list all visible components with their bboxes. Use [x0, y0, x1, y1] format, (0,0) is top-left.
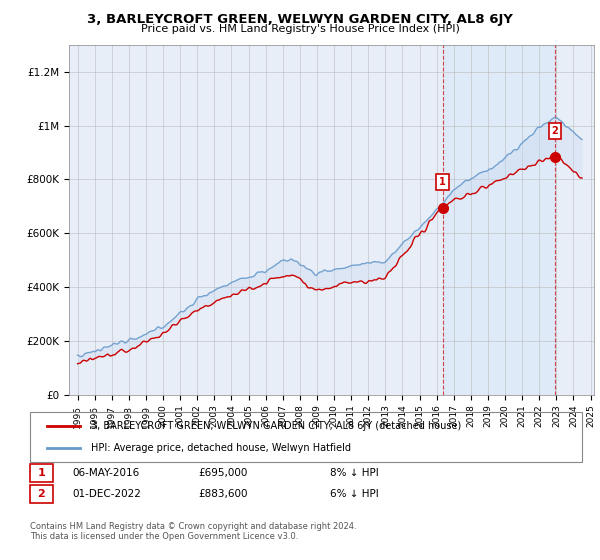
- Text: 1: 1: [439, 177, 446, 187]
- Text: £695,000: £695,000: [198, 468, 247, 478]
- Text: Contains HM Land Registry data © Crown copyright and database right 2024.
This d: Contains HM Land Registry data © Crown c…: [30, 522, 356, 542]
- Bar: [443, 45, 555, 395]
- Text: £883,600: £883,600: [198, 489, 248, 499]
- Text: HPI: Average price, detached house, Welwyn Hatfield: HPI: Average price, detached house, Welw…: [91, 443, 351, 453]
- Text: 1: 1: [38, 468, 45, 478]
- Text: 06-MAY-2016: 06-MAY-2016: [72, 468, 139, 478]
- Text: 2: 2: [551, 127, 559, 136]
- Text: 2: 2: [38, 489, 45, 499]
- Text: 8% ↓ HPI: 8% ↓ HPI: [330, 468, 379, 478]
- Text: 6% ↓ HPI: 6% ↓ HPI: [330, 489, 379, 499]
- Text: 3, BARLEYCROFT GREEN, WELWYN GARDEN CITY, AL8 6JY (detached house): 3, BARLEYCROFT GREEN, WELWYN GARDEN CITY…: [91, 421, 461, 431]
- Text: Price paid vs. HM Land Registry's House Price Index (HPI): Price paid vs. HM Land Registry's House …: [140, 24, 460, 34]
- Text: 3, BARLEYCROFT GREEN, WELWYN GARDEN CITY, AL8 6JY: 3, BARLEYCROFT GREEN, WELWYN GARDEN CITY…: [87, 13, 513, 26]
- Text: 01-DEC-2022: 01-DEC-2022: [72, 489, 141, 499]
